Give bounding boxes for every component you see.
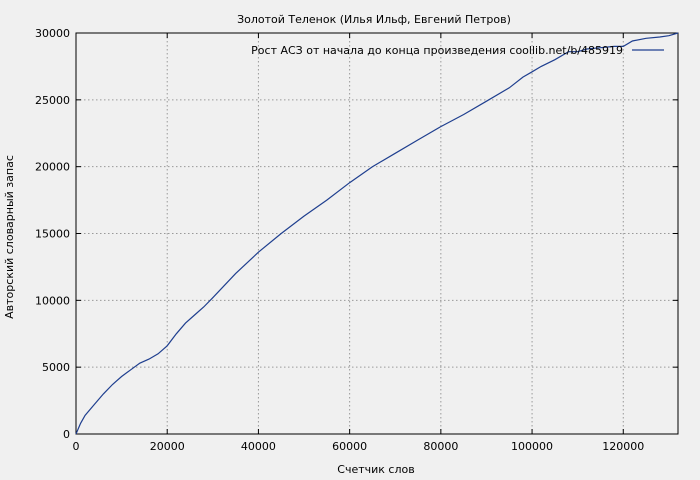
y-tick-label: 30000: [35, 27, 70, 40]
legend-label: Рост АСЗ от начала до конца произведения…: [251, 44, 623, 57]
x-tick-label: 0: [73, 440, 80, 453]
y-axis-label: Авторский словарный запас: [3, 155, 16, 319]
plot-frame: [75, 32, 679, 435]
x-tick-label: 20000: [150, 440, 185, 453]
grid-lines: [76, 33, 678, 434]
y-tick-label: 10000: [35, 294, 70, 307]
axis-ticks: 0 20000 40000 60000 80000 100000 120000 0 5000 10…: [35, 27, 678, 453]
series-group: [75, 32, 679, 435]
x-tick-label: 100000: [511, 440, 553, 453]
y-tick-label: 25000: [35, 94, 70, 107]
y-tick-label: 0: [63, 428, 70, 441]
y-tick-label: 5000: [42, 361, 70, 374]
x-tick-label: 80000: [423, 440, 458, 453]
x-tick-label: 40000: [241, 440, 276, 453]
y-tick-label: 20000: [35, 161, 70, 174]
x-tick-label: 120000: [602, 440, 644, 453]
x-axis-label: Счетчик слов: [337, 463, 414, 476]
legend: Рост АСЗ от начала до конца произведения…: [251, 44, 664, 57]
y-tick-label: 15000: [35, 228, 70, 241]
chart-title: Золотой Теленок (Илья Ильф, Евгений Петр…: [237, 13, 511, 26]
series-line: [75, 32, 679, 435]
x-tick-label: 60000: [332, 440, 367, 453]
